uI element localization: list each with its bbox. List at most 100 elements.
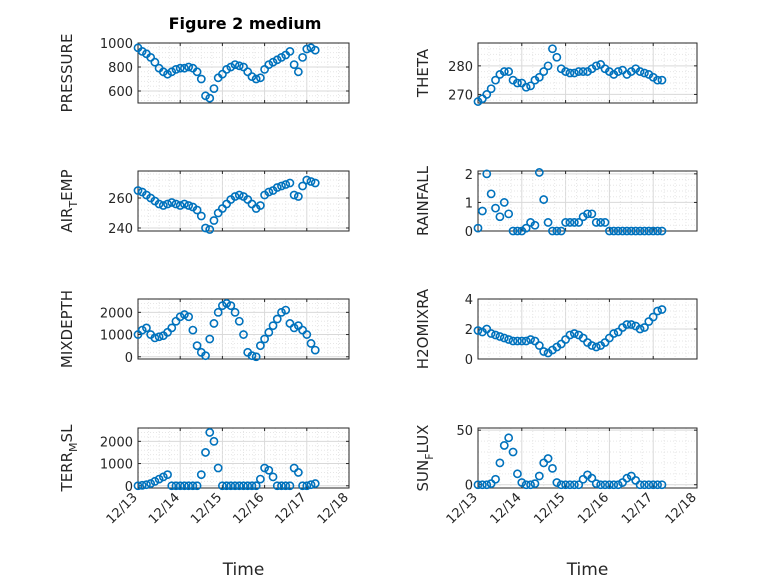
data-point [486, 84, 496, 94]
data-point [486, 329, 496, 338]
data-point [264, 187, 274, 197]
y-axis-label: RAINFALL [414, 165, 432, 236]
data-point [648, 312, 658, 322]
data-point [196, 470, 206, 480]
data-point [534, 471, 544, 481]
data-point [653, 480, 662, 490]
data-point [175, 201, 185, 210]
data-point [196, 74, 206, 84]
data-point [230, 60, 240, 69]
data-point [268, 472, 278, 482]
data-point [209, 436, 219, 446]
data-point [644, 226, 654, 236]
data-point [285, 178, 295, 188]
axes-box [137, 170, 350, 232]
data-point [591, 342, 601, 352]
data-point [167, 198, 177, 207]
data-point [171, 65, 181, 74]
data-point [648, 226, 658, 236]
data-point [175, 481, 185, 491]
data-point [154, 474, 164, 484]
y-tick-label: 50 [456, 424, 473, 439]
data-point [201, 448, 210, 457]
data-point [605, 226, 614, 236]
data-point [302, 481, 312, 491]
data-point [289, 323, 299, 333]
data-point [213, 463, 223, 473]
data-point [640, 226, 649, 236]
data-point [175, 63, 185, 73]
data-point [504, 433, 514, 443]
data-point [565, 480, 575, 490]
data-point [495, 458, 505, 468]
panel-3: 240 260 AIRTEMP [58, 169, 350, 237]
y-tick-label: 0 [465, 353, 473, 368]
x-axis-label: Time [222, 560, 265, 580]
data-point [561, 218, 570, 227]
data-point [499, 333, 509, 343]
data-point [251, 352, 261, 362]
data-point [622, 320, 632, 329]
y-tick-label: 0 [125, 480, 133, 495]
data-point [217, 481, 227, 491]
data-point [264, 465, 274, 475]
data-point [491, 203, 500, 213]
data-point [635, 480, 645, 490]
data-point [163, 199, 172, 209]
data-point [209, 216, 219, 225]
data-point [561, 67, 570, 76]
axes-box [477, 170, 698, 232]
data-point [298, 481, 307, 491]
data-point [247, 481, 257, 491]
data-point [272, 481, 282, 491]
y-tick-label: 1000 [100, 458, 133, 473]
data-point [556, 480, 566, 490]
data-point [306, 177, 316, 186]
data-point [552, 226, 562, 236]
data-point [167, 323, 177, 333]
data-point [192, 67, 202, 77]
y-tick-label: 4 [465, 293, 473, 308]
x-axis-label: Time [566, 560, 609, 580]
panel-5: 0 1000 2000 MIXDEPTH [58, 290, 350, 368]
data-point [154, 199, 164, 209]
data-point [600, 338, 610, 347]
data-point [482, 90, 492, 99]
data-point [626, 320, 636, 329]
data-point [626, 226, 636, 236]
y-axis-label: AIRTEMP [58, 169, 80, 232]
data-point [473, 223, 483, 233]
data-point [583, 209, 592, 219]
data-point [596, 480, 606, 490]
data-point [534, 341, 544, 350]
data-point [154, 332, 164, 342]
data-point [534, 72, 544, 82]
y-tick-label: 0 [125, 351, 133, 366]
data-point [184, 312, 194, 322]
data-point [657, 480, 667, 490]
data-point [653, 226, 662, 236]
data-point [209, 319, 219, 328]
y-axis-label: PRESSURE [58, 34, 76, 113]
data-point [277, 181, 286, 191]
data-point [150, 333, 160, 343]
data-point [513, 226, 522, 236]
data-point [167, 481, 177, 491]
data-point [574, 67, 584, 76]
data-point [618, 478, 627, 487]
data-point [230, 481, 240, 491]
y-tick-label: 2 [465, 168, 473, 183]
data-point [239, 330, 248, 339]
data-point [543, 454, 553, 463]
data-point [539, 67, 549, 76]
data-point [526, 81, 535, 91]
data-point [222, 299, 232, 308]
data-point [556, 339, 566, 349]
data-point [255, 201, 265, 210]
data-point [543, 61, 553, 71]
y-axis-label: H2OMIXRA [414, 288, 432, 369]
data-point [251, 481, 261, 491]
data-point [180, 199, 189, 209]
data-point [613, 480, 623, 490]
data-point [521, 336, 531, 346]
